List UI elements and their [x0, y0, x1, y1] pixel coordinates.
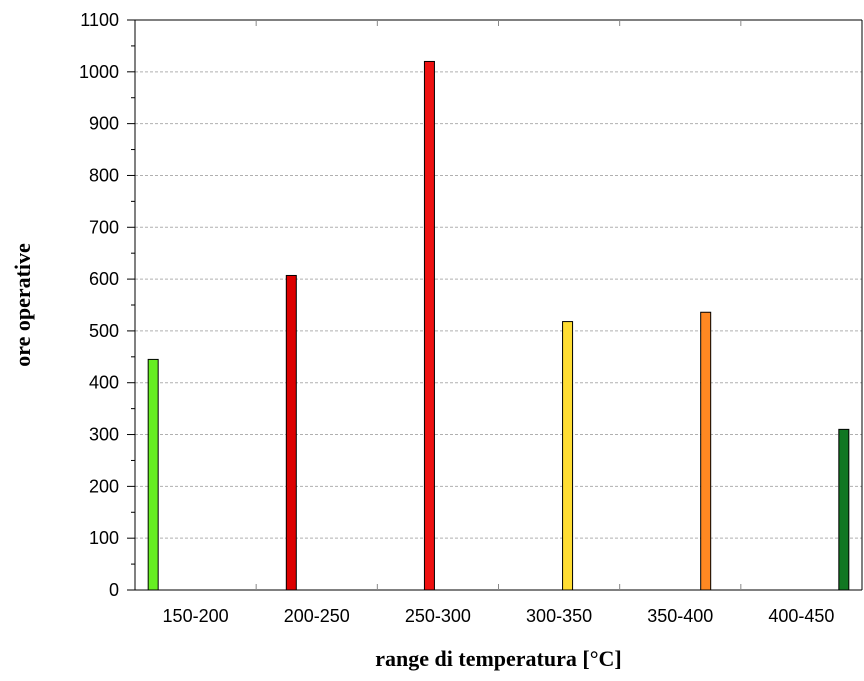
y-tick-labels: 0 100 200 300 400 500 600 700 800 900 1000 1100 — [79, 10, 119, 600]
bar-350-400 — [700, 311, 712, 591]
y-tick-label: 1000 — [79, 62, 119, 82]
y-tick-label: 1100 — [80, 10, 119, 30]
x-tick-label: 350-400 — [647, 606, 713, 626]
y-tick-label: 0 — [109, 580, 119, 600]
y-tick-label: 100 — [89, 528, 119, 548]
y-tick-label: 900 — [89, 114, 119, 134]
x-tick-labels: 150-200 200-250 250-300 300-350 350-400 400-4… — [163, 606, 835, 626]
x-tick-label: 150-200 — [163, 606, 229, 626]
y-tick-label: 500 — [89, 321, 119, 341]
bar-150-200 — [147, 358, 159, 591]
y-tick-label: 300 — [89, 425, 119, 445]
gridlines — [135, 19, 862, 539]
bar-300-350 — [562, 321, 574, 591]
bar-400-450 — [838, 428, 850, 591]
x-axis-title: range di temperatura [°C] — [375, 646, 621, 671]
y-tick-label: 800 — [89, 165, 119, 185]
bar-200-250 — [285, 274, 297, 591]
x-tick-label: 400-450 — [768, 606, 834, 626]
y-tick-label: 700 — [89, 217, 119, 237]
bar-250-300 — [423, 60, 435, 591]
x-tick-label: 300-350 — [526, 606, 592, 626]
x-tick-label: 250-300 — [405, 606, 471, 626]
y-tick-label: 600 — [89, 269, 119, 289]
y-axis-title: ore operative — [10, 243, 35, 367]
y-tick-label: 200 — [89, 476, 119, 496]
x-tick-label: 200-250 — [284, 606, 350, 626]
y-tick-label: 400 — [89, 373, 119, 393]
axes — [127, 19, 863, 591]
bars — [147, 60, 850, 591]
